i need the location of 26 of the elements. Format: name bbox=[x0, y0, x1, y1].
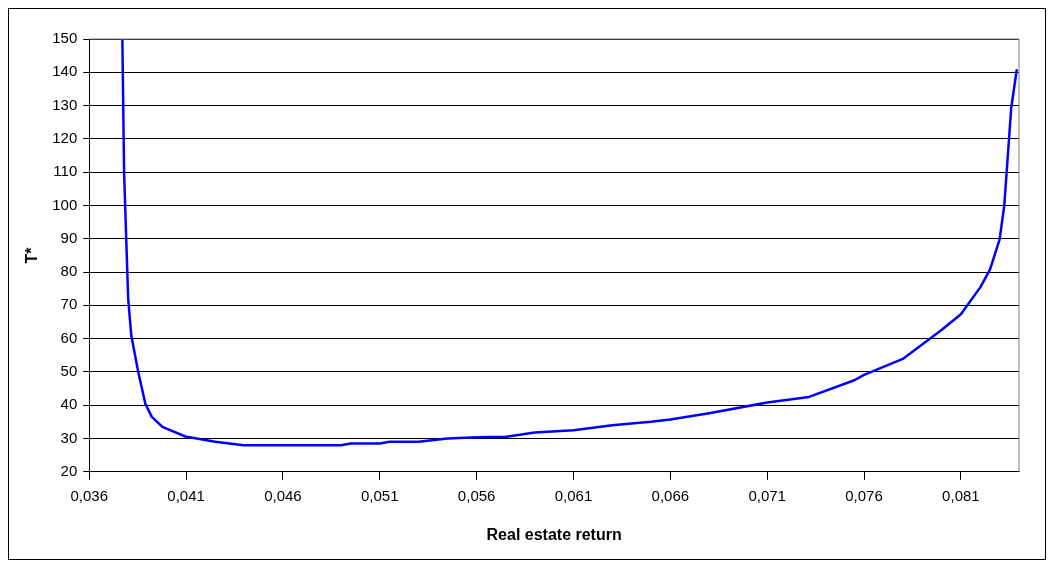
y-tick-label: 80 bbox=[60, 262, 78, 280]
y-tick-label: 60 bbox=[60, 328, 78, 346]
y-tick-label: 50 bbox=[60, 362, 78, 380]
x-tick-label: 0,051 bbox=[361, 486, 399, 504]
y-tick-label: 30 bbox=[60, 428, 78, 446]
y-tick-label: 110 bbox=[53, 162, 78, 180]
x-axis-title: Real estate return bbox=[486, 525, 622, 543]
x-tick-label: 0,081 bbox=[942, 486, 980, 504]
y-tick-label: 100 bbox=[52, 195, 78, 213]
y-axis-title: T* bbox=[23, 246, 41, 264]
y-tick-label: 20 bbox=[60, 461, 78, 479]
y-tick-label: 130 bbox=[52, 95, 78, 113]
x-tick-label: 0,041 bbox=[167, 486, 205, 504]
y-tick-label: 140 bbox=[52, 62, 78, 80]
y-tick-label: 120 bbox=[52, 129, 78, 147]
x-tick-label: 0,036 bbox=[70, 486, 108, 504]
x-tick-label: 0,046 bbox=[264, 486, 302, 504]
x-tick-label: 0,066 bbox=[651, 486, 690, 504]
x-tick-label: 0,071 bbox=[748, 486, 786, 504]
x-tick-label: 0,056 bbox=[457, 486, 496, 504]
y-tick-label: 150 bbox=[52, 29, 78, 47]
x-tick-label: 0,076 bbox=[845, 486, 883, 504]
y-tick-label: 90 bbox=[60, 228, 78, 246]
y-tick-label: 40 bbox=[60, 395, 78, 413]
x-tick-label: 0,061 bbox=[554, 486, 593, 504]
y-tick-label: 70 bbox=[60, 295, 78, 313]
